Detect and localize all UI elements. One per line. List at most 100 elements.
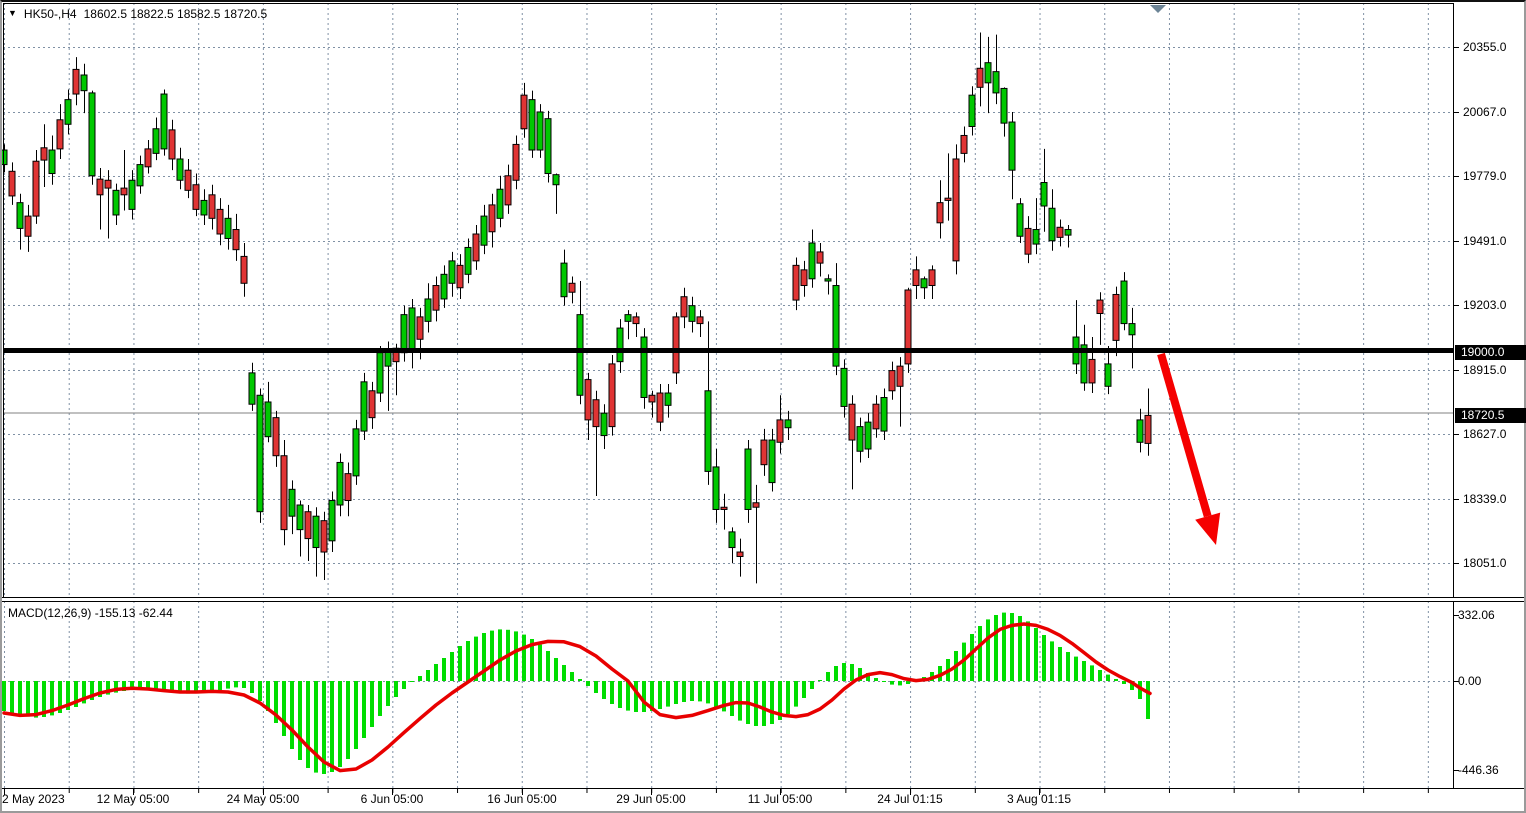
bear-candle-body xyxy=(656,392,664,423)
bear-candle-body xyxy=(104,179,112,189)
bear-candle-body xyxy=(696,316,704,325)
bull-candle-body xyxy=(360,381,368,432)
macd-histogram-bar xyxy=(1058,647,1062,681)
ohlc-values-label: 18602.5 18822.5 18582.5 18720.5 xyxy=(83,7,268,21)
current-price-badge: 18720.5 xyxy=(1455,408,1526,423)
bull-candle-body xyxy=(296,504,304,531)
macd-histogram-bar xyxy=(1018,616,1022,681)
bull-candle-body xyxy=(840,367,848,407)
macd-histogram-bar xyxy=(858,668,862,681)
bear-candle-body xyxy=(512,143,520,181)
bear-candle-body xyxy=(192,184,200,210)
macd-histogram-bar xyxy=(802,681,806,698)
macd-histogram-bar xyxy=(290,681,294,749)
bull-candle-body xyxy=(256,394,264,513)
macd-histogram-bar xyxy=(1098,670,1102,681)
macd-histogram-bar xyxy=(234,681,238,688)
bear-candle-body xyxy=(72,68,80,95)
bull-candle-body xyxy=(336,461,344,506)
macd-histogram-bar xyxy=(1130,681,1134,690)
bull-candle-body xyxy=(136,164,144,187)
chart-shift-marker-icon[interactable] xyxy=(1150,5,1166,13)
macd-histogram-bar xyxy=(474,636,478,681)
macd-histogram-bar xyxy=(386,681,390,706)
bear-candle-body xyxy=(944,197,952,201)
symbol-dropdown-icon[interactable]: ▼ xyxy=(8,8,17,18)
macd-histogram-bar xyxy=(1090,665,1094,681)
macd-histogram-bar xyxy=(162,681,166,691)
macd-histogram-bar xyxy=(306,681,310,768)
macd-histogram-bar xyxy=(794,681,798,707)
bull-candle-body xyxy=(264,401,272,438)
bull-candle-body xyxy=(16,202,24,229)
macd-histogram-bar xyxy=(650,681,654,711)
bull-candle-body xyxy=(248,372,256,405)
macd-histogram-bar xyxy=(778,681,782,720)
macd-histogram-bar xyxy=(330,681,334,772)
macd-histogram-bar xyxy=(882,681,886,682)
bear-candle-body xyxy=(144,148,152,168)
macd-axis-label: 332.06 xyxy=(1458,608,1495,622)
bull-candle-body xyxy=(48,149,56,175)
macd-signal-line xyxy=(2,622,1152,773)
bull-candle-body xyxy=(1120,280,1128,325)
macd-histogram-bar xyxy=(770,681,774,724)
macd-histogram-bar xyxy=(362,681,366,738)
macd-histogram-bar xyxy=(258,681,262,701)
bear-candle-body xyxy=(736,551,744,558)
macd-histogram-bar xyxy=(74,681,78,707)
bull-candle-body xyxy=(704,390,712,472)
macd-histogram-bar xyxy=(26,681,30,717)
bull-candle-body xyxy=(984,62,992,84)
bull-candle-body xyxy=(992,71,1000,94)
bull-candle-body xyxy=(88,92,96,177)
macd-histogram-bar xyxy=(1010,613,1014,681)
time-axis-label: 2 May 2023 xyxy=(2,792,65,806)
macd-histogram-bar xyxy=(210,681,214,692)
bull-candle-body xyxy=(616,327,624,363)
bull-candle-body xyxy=(640,336,648,398)
bull-candle-body xyxy=(160,93,168,150)
macd-histogram-bar xyxy=(562,665,566,681)
bear-candle-body xyxy=(1024,227,1032,255)
macd-histogram-bar xyxy=(570,672,574,681)
bull-candle-body xyxy=(832,285,840,367)
macd-histogram xyxy=(2,612,1150,774)
bear-candle-body xyxy=(872,403,880,430)
trend-arrow-shaft[interactable] xyxy=(1157,352,1212,518)
macd-histogram-bar xyxy=(1138,681,1142,699)
symbol-timeframe-label: HK50-,H4 xyxy=(23,7,77,21)
time-axis-label: 6 Jun 05:00 xyxy=(360,792,424,806)
macd-histogram-bar xyxy=(690,681,694,701)
macd-histogram-bar xyxy=(370,681,374,727)
macd-histogram-bar xyxy=(250,681,254,693)
panel-borders xyxy=(0,3,1526,789)
macd-histogram-bar xyxy=(194,681,198,694)
bull-candle-body xyxy=(808,242,816,280)
macd-histogram-bar xyxy=(1050,641,1054,681)
bear-candle-body xyxy=(240,255,248,284)
trend-arrow-head[interactable] xyxy=(1195,512,1221,545)
macd-histogram-bar xyxy=(698,681,702,702)
bull-candle-body xyxy=(712,466,720,510)
time-axis-label: 16 Jun 05:00 xyxy=(487,792,557,806)
macd-histogram-bar xyxy=(114,681,118,693)
trend-arrow xyxy=(1157,352,1221,545)
macd-histogram-bar xyxy=(978,626,982,681)
macd-signal-line xyxy=(2,622,1152,773)
price-axis-label: 18627.0 xyxy=(1463,427,1507,441)
macd-histogram-bar xyxy=(626,681,630,711)
hline-price-badge: 19000.0 xyxy=(1455,345,1526,360)
bull-candle-body xyxy=(288,488,296,517)
macd-histogram-bar xyxy=(242,681,246,688)
macd-histogram-bar xyxy=(50,681,54,716)
bull-candle-body xyxy=(544,118,552,175)
bear-candle-body xyxy=(848,403,856,441)
macd-indicator-label: MACD(12,26,9) -155.13 -62.44 xyxy=(8,606,173,620)
macd-histogram-bar xyxy=(610,681,614,704)
bull-candle-body xyxy=(880,396,888,432)
bear-candle-body xyxy=(488,204,496,233)
macd-histogram-bar xyxy=(498,629,502,681)
bull-candle-body xyxy=(1040,181,1048,207)
